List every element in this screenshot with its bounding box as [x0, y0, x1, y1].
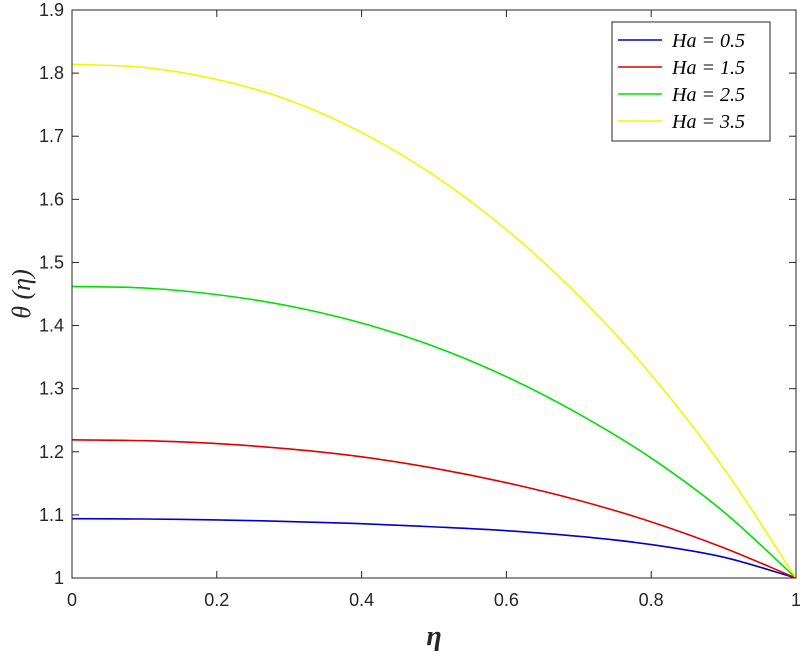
x-tick-label: 0.4 [349, 590, 374, 610]
y-tick-label: 1 [54, 568, 64, 588]
series-line-4 [71, 63, 797, 579]
x-tick-label: 0 [67, 590, 77, 610]
legend-label: Ha = 0.5 [671, 30, 745, 52]
x-tick-label: 0.8 [639, 590, 664, 610]
y-tick-label: 1.8 [39, 63, 64, 83]
series-line-2 [71, 438, 797, 579]
y-tick-label: 1.3 [39, 379, 64, 399]
plot-frame [71, 9, 797, 579]
x-tick-label: 0.2 [204, 590, 229, 610]
y-tick-label: 1.6 [39, 189, 64, 209]
ticks-layer: 0 0.2 0.4 0.6 0.8 1 1 1.1 1.2 1.3 1.4 1.5 1.6 1.7 1.8 1… [39, 0, 800, 610]
y-tick-label: 1.7 [39, 126, 64, 146]
series-line-3 [71, 285, 797, 579]
x-tick-label: 1 [791, 590, 800, 610]
x-tick-label: 0.6 [494, 590, 519, 610]
y-tick-label: 1.1 [39, 505, 64, 525]
legend-label: Ha = 2.5 [671, 84, 745, 106]
y-tick-label: 1.4 [39, 316, 64, 336]
y-axis-label: θ (η) [7, 269, 36, 319]
legend-label: Ha = 1.5 [671, 57, 745, 79]
y-tick-label: 1.9 [39, 0, 64, 20]
legend-label: Ha = 3.5 [671, 111, 745, 133]
series-line-1 [71, 517, 797, 579]
x-axis-label: η [426, 621, 441, 652]
y-tick-label: 1.5 [39, 252, 64, 272]
series-layer [71, 63, 797, 579]
legend: Ha = 0.5 Ha = 1.5 Ha = 2.5 Ha = 3.5 [611, 21, 771, 142]
y-tick-label: 1.2 [39, 442, 64, 462]
